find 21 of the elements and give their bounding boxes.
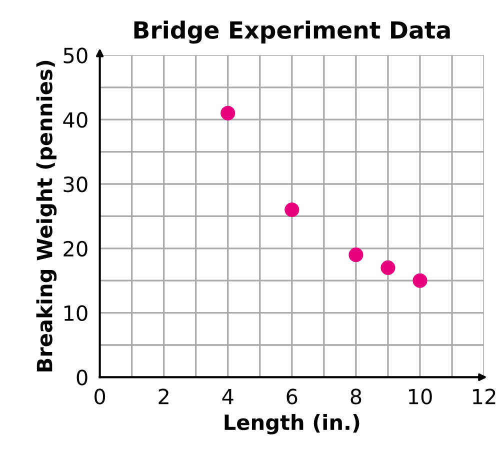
x-tick-label: 12 — [473, 388, 496, 404]
x-tick-label: 8 — [350, 388, 362, 404]
y-axis-title: Breaking Weight (pennies) — [36, 60, 57, 372]
point — [220, 106, 236, 120]
point — [412, 273, 428, 288]
y-tick-label: 30 — [64, 176, 88, 192]
x-tick-label: 6 — [286, 388, 298, 404]
x-tick-label: 0 — [94, 388, 106, 404]
y-tick-label: 10 — [64, 305, 88, 322]
y-tick-label: 50 — [64, 48, 88, 64]
point — [348, 248, 364, 262]
y-tick-label: 0 — [76, 370, 88, 386]
y-tick-label: 40 — [63, 112, 88, 128]
chart-title: Bridge Experiment Data — [134, 20, 450, 44]
x-tick-label: 10 — [409, 388, 432, 404]
x-axis-title: Length (in.) — [224, 414, 360, 434]
y-tick-label: 20 — [64, 240, 88, 257]
point — [380, 260, 396, 276]
x-tick-label: 4 — [222, 388, 234, 404]
point — [284, 202, 300, 218]
x-tick-label: 2 — [158, 388, 168, 404]
